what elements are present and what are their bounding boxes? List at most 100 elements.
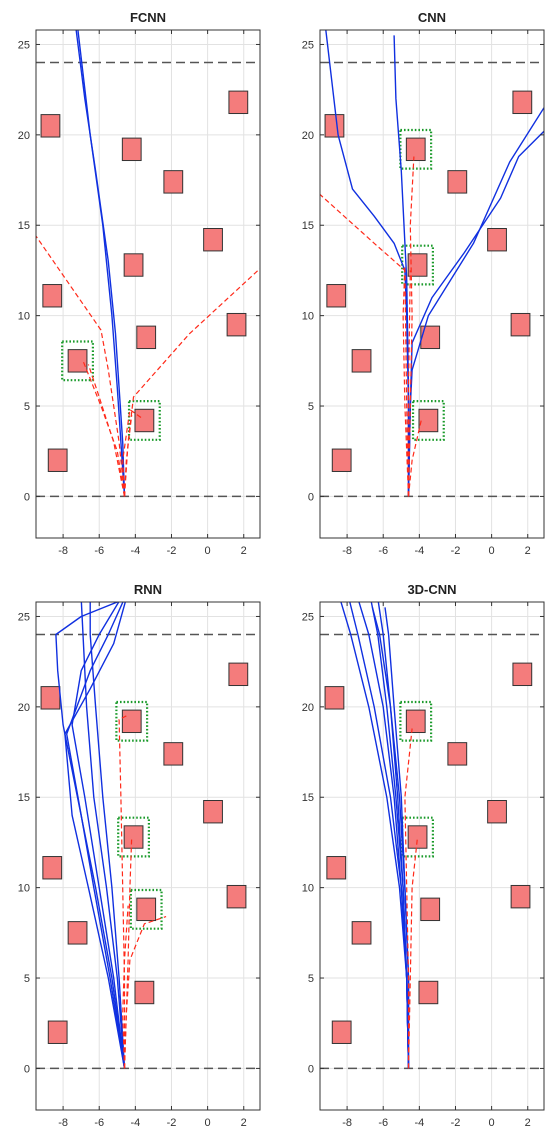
y-tick-label: 5	[24, 973, 30, 985]
obstacle-marker	[447, 170, 468, 194]
obstacle-marker	[123, 253, 144, 277]
y-tick-label: 25	[18, 611, 30, 623]
y-tick-label: 20	[18, 130, 30, 142]
y-tick-label: 0	[24, 1063, 30, 1075]
x-tick-label: 0	[489, 1117, 495, 1129]
x-tick-label: -6	[94, 545, 104, 557]
failure-trajectory	[123, 916, 167, 1069]
failure-trajectory	[404, 728, 413, 1069]
y-tick-label: 20	[302, 702, 314, 714]
highlight-box	[411, 400, 445, 441]
axes-box	[35, 29, 261, 539]
x-tick-label: -2	[167, 545, 177, 557]
y-tick-label: 5	[24, 401, 30, 413]
obstacle-marker	[407, 825, 428, 849]
x-tick-label: -6	[378, 545, 388, 557]
highlight-box	[117, 816, 151, 858]
highlight-box	[61, 340, 95, 382]
obstacle-marker	[134, 980, 155, 1005]
y-tick-label: 10	[18, 311, 30, 323]
obstacle-marker	[40, 114, 61, 138]
obstacle-marker	[418, 408, 439, 433]
obstacle-marker	[123, 825, 144, 849]
x-tick-label: -4	[414, 545, 424, 557]
x-tick-label: 0	[205, 1117, 211, 1129]
success-trajectory	[71, 602, 126, 1069]
obstacle-marker	[405, 137, 426, 162]
obstacle-marker	[324, 114, 345, 138]
panel-title: 3D-CNN	[407, 582, 456, 597]
success-trajectory	[80, 602, 126, 1069]
obstacle-marker	[512, 90, 533, 115]
y-tick-label: 15	[18, 220, 30, 232]
obstacle-marker	[40, 686, 61, 710]
highlight-box	[399, 700, 433, 742]
failure-trajectory	[122, 409, 143, 497]
obstacle-marker	[42, 284, 63, 308]
obstacle-marker	[203, 799, 223, 824]
x-tick-label: -8	[342, 1117, 352, 1129]
obstacle-marker	[418, 980, 439, 1005]
failure-trajectory	[118, 715, 127, 1069]
obstacle-marker	[351, 349, 372, 373]
x-tick-label: 2	[525, 1117, 531, 1129]
y-tick-label: 0	[24, 491, 30, 503]
success-trajectory	[89, 602, 126, 1069]
obstacle-marker	[134, 408, 155, 433]
y-tick-label: 15	[18, 792, 30, 804]
obstacle-marker	[136, 897, 157, 922]
obstacle-marker	[510, 884, 531, 909]
obstacle-marker	[487, 227, 507, 252]
failure-trajectory	[407, 420, 422, 497]
y-tick-label: 5	[308, 401, 314, 413]
obstacle-marker	[42, 856, 63, 880]
obstacle-marker	[405, 709, 426, 734]
plot-content	[36, 602, 260, 1070]
highlight-box	[115, 700, 149, 742]
x-tick-label: -8	[58, 545, 68, 557]
failure-trajectory	[407, 270, 411, 497]
y-tick-label: 0	[308, 491, 314, 503]
success-trajectory	[64, 602, 127, 1069]
obstacle-marker	[203, 227, 223, 252]
y-tick-label: 25	[18, 39, 30, 51]
x-tick-label: -6	[378, 1117, 388, 1129]
y-tick-label: 25	[302, 611, 314, 623]
highlight-box	[129, 888, 163, 930]
obstacle-marker	[447, 742, 468, 766]
success-trajectory	[77, 30, 126, 497]
x-tick-label: 2	[241, 545, 247, 557]
x-tick-label: 2	[525, 545, 531, 557]
obstacle-marker	[326, 284, 347, 308]
x-tick-label: -8	[342, 545, 352, 557]
success-trajectory	[55, 602, 126, 1069]
y-tick-label: 5	[308, 973, 314, 985]
plot-area	[36, 30, 260, 538]
obstacle-marker	[420, 325, 441, 350]
axes-box	[319, 29, 545, 539]
obstacle-marker	[67, 349, 88, 373]
obstacle-marker	[510, 312, 531, 337]
obstacle-marker	[67, 921, 88, 945]
obstacle-marker	[47, 1020, 68, 1044]
obstacle-marker	[512, 662, 533, 687]
y-tick-label: 10	[302, 311, 314, 323]
plot-content	[320, 30, 544, 498]
failure-trajectory	[122, 905, 129, 1069]
obstacle-marker	[331, 1020, 352, 1044]
y-tick-label: 20	[302, 130, 314, 142]
y-tick-label: 10	[302, 883, 314, 895]
failure-trajectory	[123, 415, 133, 497]
obstacle-marker	[326, 856, 347, 880]
axes-box	[319, 601, 545, 1111]
x-tick-label: -2	[167, 1117, 177, 1129]
plot-content	[36, 30, 260, 498]
failure-trajectory	[36, 235, 126, 497]
obstacle-marker	[420, 897, 441, 922]
obstacle-marker	[163, 170, 184, 194]
plot-content	[320, 602, 544, 1070]
y-tick-label: 10	[18, 883, 30, 895]
